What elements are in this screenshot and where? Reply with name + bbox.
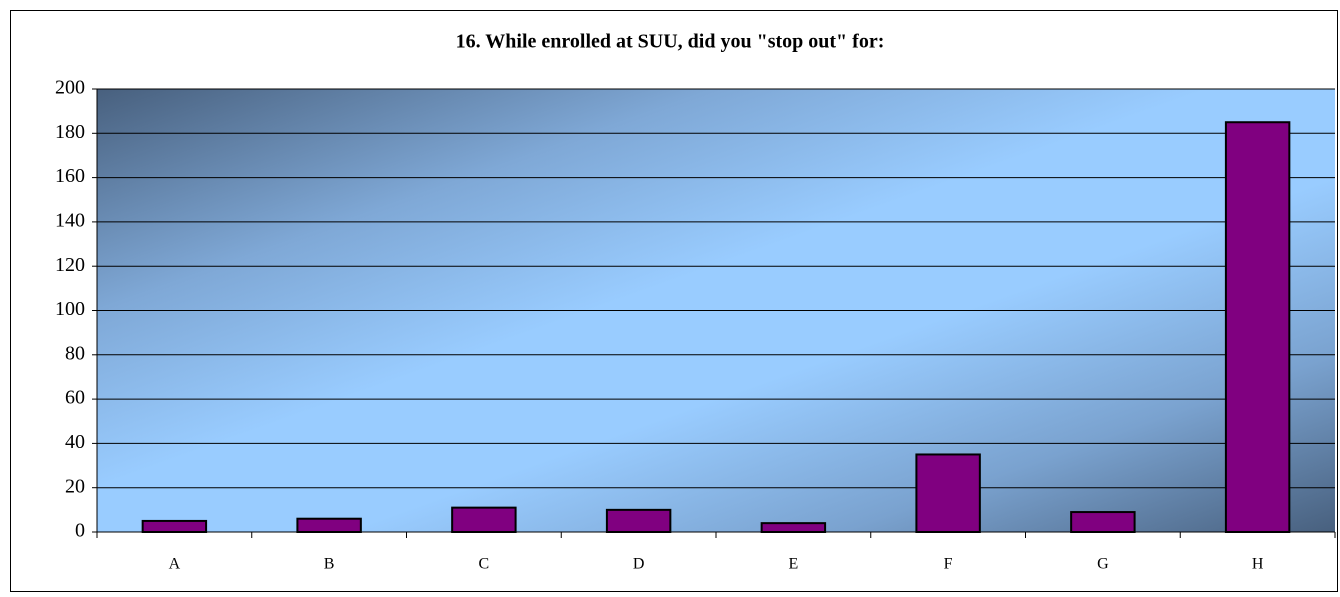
x-tick-label: H	[1252, 556, 1264, 573]
x-tick-label: F	[944, 556, 953, 573]
x-tick-label: B	[324, 556, 335, 573]
bar	[451, 506, 517, 534]
y-tick-label: 180	[55, 121, 85, 143]
x-tick-label: E	[788, 556, 798, 573]
bar	[605, 508, 672, 534]
y-tick-label: 100	[55, 298, 85, 320]
y-tick-label: 160	[55, 165, 85, 187]
y-tick-label: 60	[65, 387, 85, 409]
x-tick-label: D	[633, 556, 645, 573]
x-tick-label: C	[479, 556, 490, 573]
y-tick-label: 0	[75, 520, 85, 542]
bar	[141, 519, 208, 533]
y-tick-label: 40	[65, 431, 85, 453]
y-tick-label: 120	[55, 254, 85, 276]
y-tick-label: 80	[65, 342, 85, 364]
y-tick-label: 20	[65, 475, 85, 497]
y-tick-label: 140	[55, 209, 85, 231]
y-tick-label: 200	[55, 77, 85, 99]
bar	[915, 453, 981, 534]
bar	[760, 522, 827, 534]
chart-title: 16. While enrolled at SUU, did you "stop…	[456, 31, 885, 53]
bar	[296, 517, 362, 534]
x-tick-label: A	[169, 556, 181, 573]
x-tick-label: G	[1097, 556, 1109, 573]
bar	[1224, 121, 1291, 533]
bar	[1070, 511, 1136, 534]
